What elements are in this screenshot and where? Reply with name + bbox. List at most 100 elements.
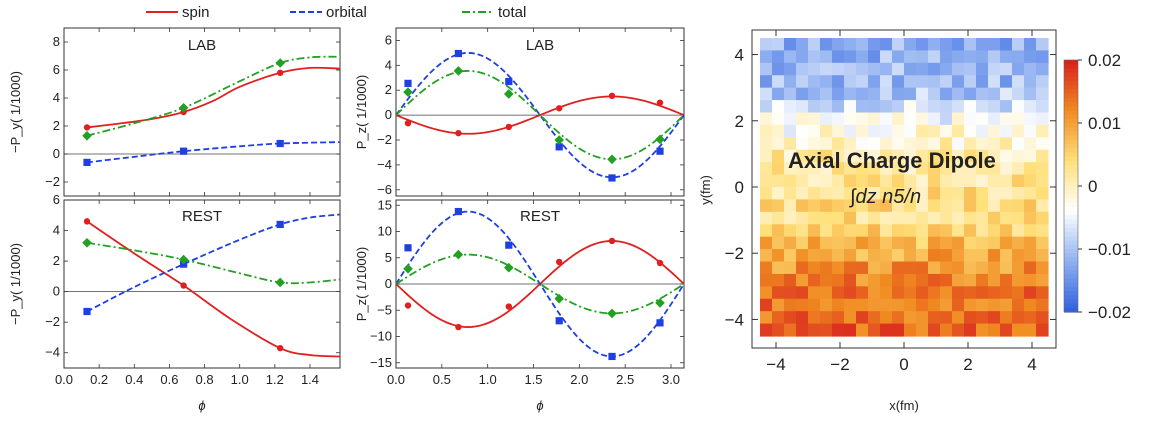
point-orbital bbox=[454, 207, 463, 216]
x-tick-label: 3.0 bbox=[662, 372, 680, 387]
heatmap-cell bbox=[1012, 298, 1025, 312]
heatmap-cell bbox=[796, 249, 809, 263]
heatmap-cell bbox=[856, 261, 869, 275]
heatmap-cell bbox=[844, 199, 857, 213]
heatmap-cell bbox=[916, 187, 929, 201]
heatmap-cell bbox=[868, 38, 881, 52]
heatmap-cell bbox=[940, 50, 953, 64]
heatmap-cell bbox=[1012, 50, 1025, 64]
heatmap-cell bbox=[904, 38, 917, 52]
heatmap-cell bbox=[868, 62, 881, 76]
heatmap-cell bbox=[760, 187, 773, 201]
heatmap-cell bbox=[964, 298, 977, 312]
heatmap-cell bbox=[1012, 112, 1025, 126]
heatmap-cell bbox=[808, 38, 821, 52]
heatmap-cell bbox=[1024, 112, 1037, 126]
colorbar-segment bbox=[1064, 181, 1078, 187]
colorbar-segment bbox=[1064, 190, 1078, 195]
heatmap-cell bbox=[868, 311, 881, 325]
heatmap-cell bbox=[1024, 187, 1037, 201]
heatmap-cell bbox=[808, 87, 821, 101]
heatmap-cell bbox=[784, 323, 797, 337]
heatmap-cell bbox=[952, 137, 965, 151]
heatmap-cell bbox=[844, 187, 857, 201]
heatmap-cell bbox=[964, 311, 977, 325]
heatmap-cell bbox=[844, 224, 857, 238]
heatmap-cell bbox=[772, 62, 785, 76]
heatmap-cell bbox=[808, 174, 821, 188]
heatmap-cell bbox=[868, 50, 881, 64]
heatmap-cell bbox=[952, 75, 965, 89]
heatmap-cells bbox=[760, 38, 1049, 337]
heatmap-cell bbox=[820, 261, 833, 275]
colorbar-segment bbox=[1064, 207, 1078, 212]
heatmap-cell bbox=[868, 261, 881, 275]
heatmap-cell bbox=[820, 273, 833, 287]
heatmap-cell bbox=[964, 50, 977, 64]
heatmap-cell bbox=[1024, 199, 1037, 213]
heatmap-cell bbox=[1024, 224, 1037, 238]
heatmap-cell bbox=[1036, 50, 1049, 64]
heatmap-cell bbox=[856, 298, 869, 312]
point-spin bbox=[656, 259, 664, 267]
heatmap-cell bbox=[796, 100, 809, 114]
heatmap-cell bbox=[808, 187, 821, 201]
y-tick-label: −2 bbox=[45, 174, 60, 189]
point-total bbox=[275, 277, 285, 288]
heatmap-cell bbox=[892, 187, 905, 201]
heatmap-cell bbox=[904, 311, 917, 325]
y-tick-label: 6 bbox=[53, 192, 60, 207]
heatmap-cell bbox=[1012, 75, 1025, 89]
heatmap-cell bbox=[892, 38, 905, 52]
heatmap-cell bbox=[916, 174, 929, 188]
colorbar-segment bbox=[1064, 173, 1078, 179]
heatmap-cell bbox=[880, 211, 893, 225]
heatmap-cell bbox=[964, 100, 977, 114]
heatmap-cell bbox=[760, 87, 773, 101]
colorbar-segment bbox=[1064, 110, 1078, 116]
heatmap-cell bbox=[856, 249, 869, 263]
heatmap-cell bbox=[892, 261, 905, 275]
heatmap-cell bbox=[880, 174, 893, 188]
heatmap-cell bbox=[844, 261, 857, 275]
heatmap-cell bbox=[952, 38, 965, 52]
heatmap-cell bbox=[880, 261, 893, 275]
point-orbital bbox=[83, 307, 91, 316]
y-tick-label: 4 bbox=[53, 223, 60, 238]
heatmap-cell bbox=[856, 137, 869, 151]
colorbar-segment bbox=[1064, 232, 1078, 237]
heatmap-cell bbox=[760, 323, 773, 337]
colorbar-segment bbox=[1064, 97, 1078, 103]
heatmap-cell bbox=[892, 75, 905, 89]
heatmap-cell bbox=[820, 112, 833, 126]
heatmap-cell bbox=[1024, 211, 1037, 225]
heatmap-cell bbox=[976, 236, 989, 250]
point-orbital bbox=[555, 143, 563, 151]
heatmap-cell bbox=[940, 286, 953, 300]
heatmap-cell bbox=[856, 100, 869, 114]
heatmap-cell bbox=[988, 149, 1001, 163]
heatmap-xlabel: x(fm) bbox=[889, 398, 919, 413]
heatmap-cell bbox=[832, 124, 845, 138]
colorbar-segment bbox=[1064, 240, 1078, 246]
series-line-orbital bbox=[396, 51, 684, 179]
heatmap-cell bbox=[808, 199, 821, 213]
colorbar-segment bbox=[1064, 135, 1078, 141]
heatmap-cell bbox=[904, 298, 917, 312]
heatmap-cell bbox=[808, 75, 821, 89]
point-total bbox=[403, 263, 413, 274]
heatmap-cell bbox=[892, 199, 905, 213]
heatmap-cell bbox=[784, 261, 797, 275]
heatmap-cell bbox=[1024, 162, 1037, 176]
heatmap-cell bbox=[844, 211, 857, 225]
colorbar-segment bbox=[1064, 93, 1078, 99]
series-line-orbital bbox=[86, 141, 340, 164]
heatmap-cell bbox=[856, 273, 869, 287]
heatmap-cell bbox=[820, 323, 833, 337]
heatmap-cell bbox=[1036, 224, 1049, 238]
heatmap-cell bbox=[880, 298, 893, 312]
heatmap-cell bbox=[976, 261, 989, 275]
heatmap-cell bbox=[1012, 137, 1025, 151]
heatmap-cell bbox=[892, 311, 905, 325]
point-spin bbox=[608, 92, 616, 100]
